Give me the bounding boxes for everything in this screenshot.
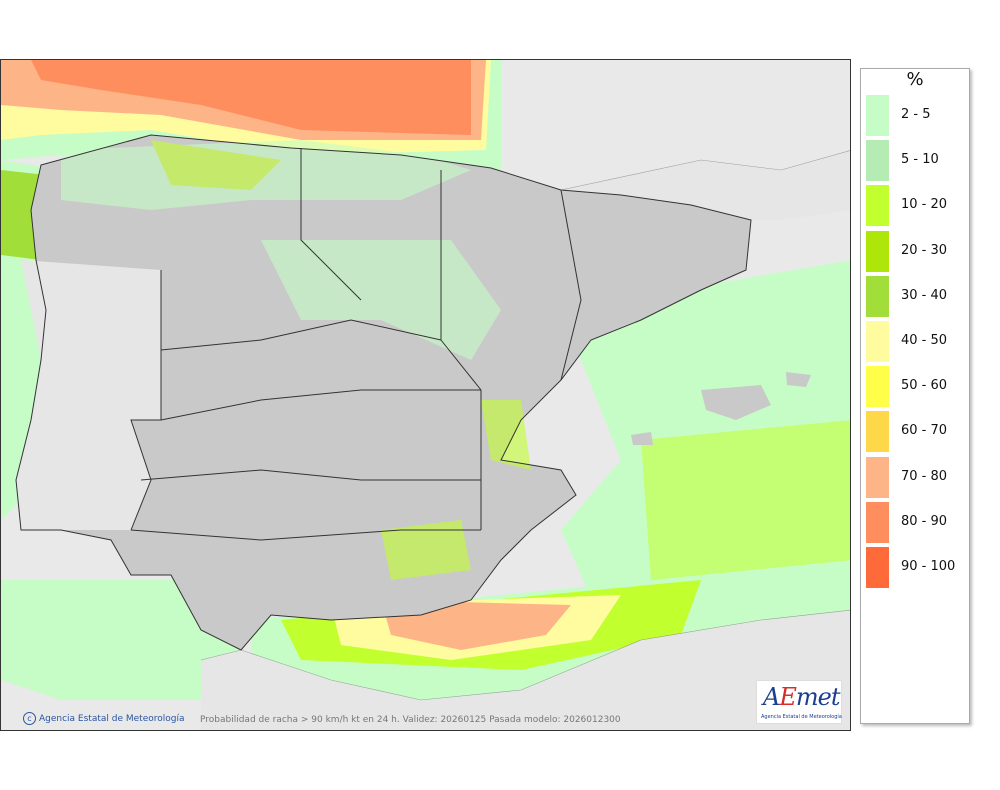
legend-item: 2 - 5 bbox=[864, 95, 968, 137]
legend-item: 50 - 60 bbox=[864, 366, 968, 408]
legend-label: 10 - 20 bbox=[901, 197, 948, 213]
legend-label: 70 - 80 bbox=[901, 468, 948, 484]
legend-swatch bbox=[866, 230, 889, 272]
region-borders bbox=[15, 134, 752, 651]
copyright-icon: c bbox=[23, 712, 36, 725]
legend-label: 30 - 40 bbox=[901, 287, 948, 303]
legend-swatch bbox=[866, 275, 889, 317]
legend-swatch bbox=[866, 501, 889, 543]
legend-label: 40 - 50 bbox=[901, 333, 948, 348]
aemet-logo: AEmet Agencia Estatal de Meteorología bbox=[756, 680, 842, 724]
legend-swatch bbox=[866, 140, 889, 182]
legend-item: 60 - 70 bbox=[864, 411, 968, 453]
legend-item: 5 - 10 bbox=[864, 140, 968, 182]
legend-label: 80 - 90 bbox=[901, 513, 948, 529]
land bbox=[16, 135, 850, 730]
logo-subtitle: Agencia Estatal de Meteorología bbox=[761, 714, 842, 720]
legend-item: 90 - 100 bbox=[864, 547, 968, 589]
legend-swatch bbox=[866, 366, 889, 408]
logo-brand: AEmet bbox=[763, 683, 840, 711]
legend-label: 2 - 5 bbox=[901, 107, 931, 122]
legend-item: 10 - 20 bbox=[864, 185, 968, 227]
forecast-map[interactable]: c Agencia Estatal de Meteorología Probab… bbox=[0, 59, 851, 731]
map-canvas bbox=[1, 60, 850, 730]
legend-label: 20 - 30 bbox=[901, 242, 948, 258]
legend-label: 90 - 100 bbox=[901, 559, 956, 574]
legend-swatch bbox=[866, 321, 889, 362]
legend-swatch bbox=[866, 411, 889, 453]
legend-swatch bbox=[866, 185, 889, 227]
map-caption: Probabilidad de racha > 90 km/h kt en 24… bbox=[200, 715, 621, 725]
credit: c Agencia Estatal de Meteorología bbox=[23, 712, 185, 725]
legend-label: 5 - 10 bbox=[901, 152, 939, 168]
probability-legend: % 2 - 5 5 - 10 10 - 20 20 - 30 30 - 40 40 - 5… bbox=[860, 68, 970, 724]
legend-item: 70 - 80 bbox=[864, 456, 968, 499]
legend-label: 60 - 70 bbox=[901, 423, 948, 439]
legend-swatch bbox=[866, 456, 889, 498]
legend-label: 50 - 60 bbox=[901, 378, 948, 394]
legend-item: 40 - 50 bbox=[864, 321, 968, 363]
legend-swatch bbox=[866, 547, 889, 588]
sea-contours bbox=[200, 150, 850, 701]
legend-item: 80 - 90 bbox=[864, 501, 968, 544]
legend-item: 30 - 40 bbox=[864, 275, 968, 318]
legend-swatch bbox=[866, 95, 889, 136]
credit-text: Agencia Estatal de Meteorología bbox=[39, 713, 185, 724]
legend-item: 20 - 30 bbox=[864, 230, 968, 273]
legend-title: % bbox=[906, 69, 924, 90]
